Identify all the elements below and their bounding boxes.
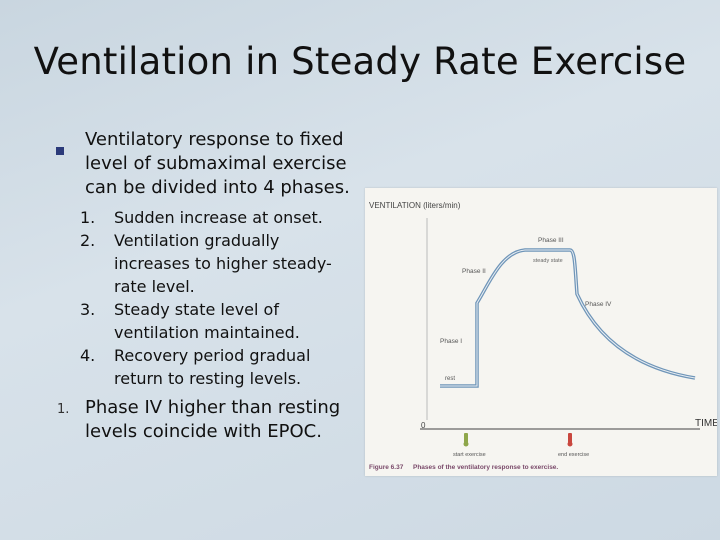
end-marker-icon	[568, 433, 572, 443]
phase2-label: Phase II	[462, 268, 486, 275]
list-text: Sudden increase at onset.	[114, 208, 323, 227]
start-exercise-label: start exercise	[453, 452, 486, 458]
list-number: 1.	[80, 208, 96, 227]
phase4-label: Phase IV	[585, 301, 612, 308]
end-exercise-label: end exercise	[558, 452, 589, 458]
y-axis-label: VENTILATION (liters/min)	[369, 201, 461, 210]
list-text: Steady state level of ventilation mainta…	[114, 300, 300, 342]
curve-highlight	[440, 249, 696, 387]
last-number: 1.	[57, 402, 70, 417]
ventilation-figure: VENTILATION (liters/min) 0 TIME Phase I …	[365, 188, 717, 476]
list-number: 3.	[80, 300, 96, 319]
slide-title: Ventilation in Steady Rate Exercise	[33, 40, 687, 83]
figure-number: Figure 6.37	[369, 464, 404, 471]
ventilation-diagram: VENTILATION (liters/min) 0 TIME Phase I …	[369, 201, 717, 471]
origin-label: 0	[421, 421, 426, 430]
list-text: Recovery period gradual return to restin…	[114, 346, 311, 388]
bullet-square-icon	[56, 147, 64, 155]
main-bullet-text: Ventilatory response to fixed level of s…	[85, 129, 350, 198]
phase1-label: Phase I	[440, 338, 462, 345]
rest-label: rest	[445, 376, 455, 382]
phase-list: 1. Sudden increase at onset. 2. Ventilat…	[80, 206, 342, 390]
end-marker-bulb	[567, 441, 573, 447]
start-marker-icon	[464, 433, 468, 443]
list-item: 2. Ventilation gradually increases to hi…	[80, 229, 342, 298]
figure-caption: Phases of the ventilatory response to ex…	[413, 464, 558, 471]
last-bullet-text: Phase IV higher than resting levels coin…	[85, 397, 341, 442]
x-axis-label: TIME	[695, 418, 717, 429]
list-item: 4. Recovery period gradual return to res…	[80, 344, 342, 390]
list-item: 3. Steady state level of ventilation mai…	[80, 298, 342, 344]
start-marker-bulb	[463, 441, 469, 447]
list-item: 1. Sudden increase at onset.	[80, 206, 342, 229]
phase3-label: Phase III	[538, 237, 564, 244]
steady-state-label: steady state	[533, 258, 563, 264]
list-number: 2.	[80, 231, 96, 250]
list-number: 4.	[80, 346, 96, 365]
list-text: Ventilation gradually increases to highe…	[114, 231, 332, 296]
